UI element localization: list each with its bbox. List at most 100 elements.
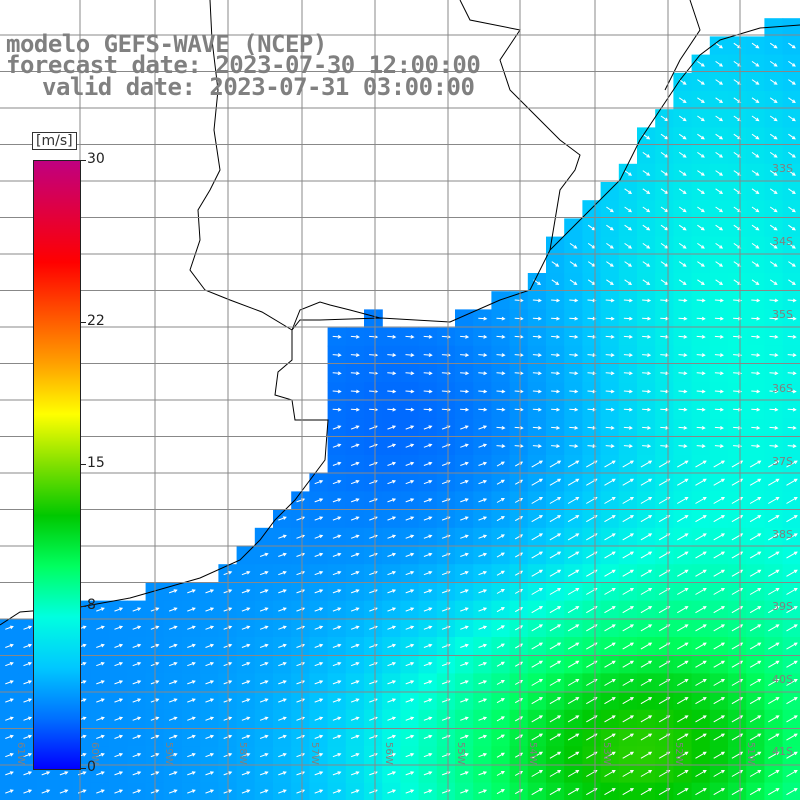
- wind-arrow: [695, 460, 707, 468]
- wind-arrow: [749, 533, 762, 541]
- wind-arrow: [96, 607, 105, 612]
- wind-arrow: [678, 334, 688, 339]
- wind-arrow: [769, 170, 778, 176]
- wind-arrow: [460, 680, 469, 685]
- wind-arrow: [768, 460, 780, 468]
- wind-arrow: [623, 298, 633, 303]
- wind-arrow: [696, 353, 706, 357]
- wind-arrow: [695, 478, 707, 486]
- wind-arrow: [387, 407, 397, 412]
- wind-arrow: [749, 515, 762, 523]
- wind-arrow: [532, 334, 542, 339]
- wind-arrow: [460, 334, 470, 339]
- wind-arrow: [769, 151, 778, 158]
- wind-arrow: [569, 353, 579, 357]
- wind-arrow: [460, 516, 469, 521]
- wind-arrow: [713, 587, 726, 595]
- wind-arrow: [514, 316, 524, 321]
- wind-arrow: [531, 606, 544, 614]
- wind-arrow: [387, 716, 397, 721]
- wind-arrow: [423, 571, 433, 576]
- model-title: modelo GEFS-WAVE (NCEP): [6, 30, 327, 58]
- wind-arrow: [567, 460, 580, 468]
- wind-arrow: [569, 371, 579, 376]
- wind-arrow: [786, 769, 798, 777]
- wind-arrow: [478, 498, 488, 503]
- wind-arrow: [606, 242, 614, 249]
- wind-arrow: [549, 697, 562, 705]
- wind-arrow: [205, 662, 215, 667]
- wind-arrow: [5, 734, 14, 739]
- wind-arrow: [604, 587, 616, 595]
- wind-arrow: [713, 660, 726, 668]
- wind-arrow: [788, 42, 796, 49]
- wind-arrow: [205, 680, 215, 685]
- wind-arrow: [332, 589, 342, 594]
- wind-arrow: [640, 587, 653, 595]
- wind-arrow: [168, 589, 178, 594]
- wind-arrow: [5, 771, 14, 776]
- wind-arrow: [751, 42, 760, 49]
- wind-arrow: [569, 279, 578, 285]
- wind-arrow: [623, 389, 633, 394]
- wind-arrow: [622, 642, 635, 650]
- wind-arrow: [531, 660, 544, 668]
- wind-arrow: [604, 751, 616, 759]
- wind-arrow: [332, 334, 342, 339]
- wind-arrow: [604, 606, 616, 614]
- wind-arrow: [786, 733, 798, 741]
- wind-arrow: [332, 771, 342, 776]
- border-lines: [189, 0, 701, 331]
- wind-arrow: [786, 569, 798, 577]
- wind-arrow: [623, 444, 633, 448]
- wind-arrow: [387, 698, 397, 703]
- wind-arrow: [168, 662, 178, 667]
- wind-arrow: [478, 662, 488, 667]
- wind-arrow: [531, 642, 544, 650]
- wind-arrow: [749, 660, 762, 668]
- wind-arrow: [387, 607, 397, 612]
- wind-arrow: [622, 533, 635, 541]
- wind-arrow: [314, 698, 324, 703]
- wind-arrow: [478, 461, 488, 466]
- ocean-cell: [582, 200, 602, 219]
- wind-arrow: [423, 425, 433, 430]
- wind-arrow: [677, 569, 689, 577]
- wind-arrow: [786, 751, 798, 759]
- wind-arrow: [751, 407, 761, 412]
- wind-arrow: [678, 279, 687, 285]
- wind-arrow: [768, 751, 780, 759]
- wind-arrow: [478, 698, 488, 703]
- wind-arrow: [769, 115, 778, 122]
- wind-arrow: [749, 478, 762, 486]
- wind-arrow: [714, 407, 724, 412]
- wind-arrow: [549, 642, 562, 650]
- wind-arrow: [714, 389, 724, 394]
- wind-arrow: [387, 353, 397, 357]
- wind-arrow: [769, 79, 778, 85]
- wind-arrow: [786, 678, 798, 686]
- longitude-label: 60W: [89, 742, 100, 765]
- wind-arrow: [478, 680, 488, 685]
- wind-arrow: [786, 460, 798, 468]
- wind-arrow: [387, 571, 397, 576]
- wind-arrow: [715, 133, 724, 140]
- wind-arrow: [769, 407, 779, 412]
- wind-arrow: [787, 316, 797, 321]
- wind-arrow: [768, 569, 780, 577]
- wind-arrow: [549, 751, 562, 759]
- wind-arrow: [549, 515, 562, 523]
- wind-arrow: [496, 407, 506, 412]
- wind-arrow: [640, 460, 653, 468]
- wind-arrow: [622, 715, 635, 723]
- wind-arrow: [697, 206, 705, 213]
- wind-arrow: [387, 680, 397, 685]
- wind-arrow: [622, 660, 635, 668]
- wind-arrow: [623, 371, 633, 376]
- wind-arrow: [96, 753, 105, 758]
- latitude-label: 36S: [772, 382, 793, 395]
- wind-arrow: [569, 261, 578, 267]
- wind-arrow: [749, 697, 762, 705]
- wind-arrow: [187, 662, 196, 667]
